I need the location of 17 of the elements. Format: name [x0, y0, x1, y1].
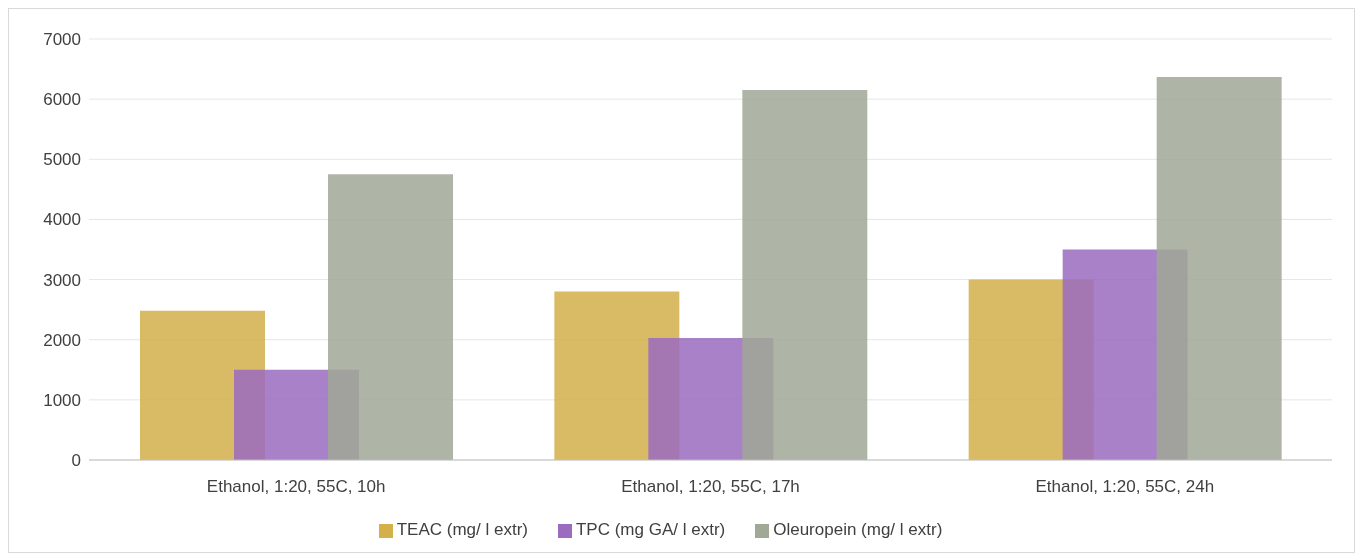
bar — [742, 90, 868, 460]
y-tick-label: 2000 — [43, 330, 81, 350]
bar — [1156, 76, 1282, 460]
y-tick-label: 3000 — [43, 270, 81, 290]
y-tick-label: 7000 — [43, 30, 81, 50]
y-tick-label: 5000 — [43, 150, 81, 170]
legend-label: TEAC (mg/ l extr) — [396, 520, 528, 539]
bar — [328, 174, 453, 460]
y-tick-label: 1000 — [43, 390, 81, 410]
legend-label: Oleuropein (mg/ l extr) — [773, 520, 943, 539]
y-tick-label: 6000 — [43, 90, 81, 110]
x-tick-label: Ethanol, 1:20, 55C, 17h — [621, 477, 800, 497]
x-tick-label: Ethanol, 1:20, 55C, 24h — [1035, 477, 1215, 497]
y-tick-label: 4000 — [43, 210, 81, 230]
y-tick-label: 0 — [71, 451, 81, 471]
x-tick-label: Ethanol, 1:20, 55C, 10h — [206, 477, 386, 497]
legend-label: TPC (mg GA/ l extr) — [575, 520, 726, 539]
